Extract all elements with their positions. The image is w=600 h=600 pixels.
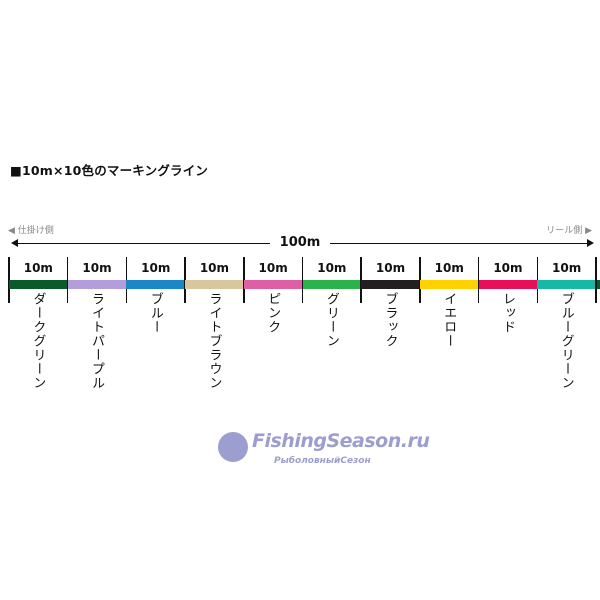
- globe-logo-icon: [218, 432, 248, 462]
- segment-color-name: ライトブラウン: [206, 292, 222, 390]
- segment-color-name: ブラック: [382, 292, 398, 348]
- arrow-right-icon: [587, 239, 594, 247]
- reel-side-label: リール側 ▶: [546, 226, 592, 236]
- segment-length-label: 10m: [141, 261, 171, 275]
- segment-color-name: ピンク: [265, 292, 281, 334]
- color-segment: [126, 280, 186, 289]
- segment-color-name: ブルーグリーン: [558, 292, 574, 390]
- segment-length-label: 10m: [258, 261, 288, 275]
- segment-length-label: 10m: [199, 261, 230, 275]
- segment-length-label: 10m: [552, 261, 582, 275]
- color-segment: [478, 280, 538, 289]
- segment-length-label: 10m: [82, 261, 112, 275]
- page-title: ■10m×10色のマーキングライン: [10, 163, 209, 178]
- color-segment: [361, 280, 420, 289]
- color-segment-repeat: [597, 280, 600, 289]
- color-segment: [419, 280, 479, 289]
- color-segment: [537, 280, 596, 289]
- color-segment: [185, 280, 244, 289]
- segment-length-label: 10m: [434, 261, 464, 275]
- length-arrow-line-right: [330, 243, 588, 244]
- color-segment: [67, 280, 127, 289]
- segment-length-label: 10m: [23, 261, 53, 275]
- color-segment: [302, 280, 362, 289]
- watermark-subtext: РыболовныйСезон: [274, 456, 371, 466]
- segment-color-name: イエロー: [441, 292, 457, 348]
- segment-length-label: 10m: [375, 261, 406, 275]
- watermark-text: FishingSeason.ru: [252, 430, 430, 452]
- tackle-side-label: ◀ 仕掛け側: [8, 226, 54, 236]
- length-arrow-line-left: [14, 243, 270, 244]
- watermark: FishingSeason.ru РыболовныйСезон: [218, 430, 430, 476]
- segment-color-name: ブルー: [147, 292, 163, 334]
- color-segment: [243, 280, 303, 289]
- segment-color-name: ライトパープル: [89, 292, 105, 390]
- segment-length-label: 10m: [317, 261, 347, 275]
- segment-length-label: 10m: [493, 261, 523, 275]
- color-segment: [9, 280, 68, 289]
- segment-divider: [595, 257, 597, 303]
- segment-color-name: レッド: [499, 292, 515, 334]
- segment-color-name: グリーン: [323, 292, 339, 348]
- segment-color-name: ダークグリーン: [30, 292, 46, 390]
- total-length: 100m: [279, 235, 321, 250]
